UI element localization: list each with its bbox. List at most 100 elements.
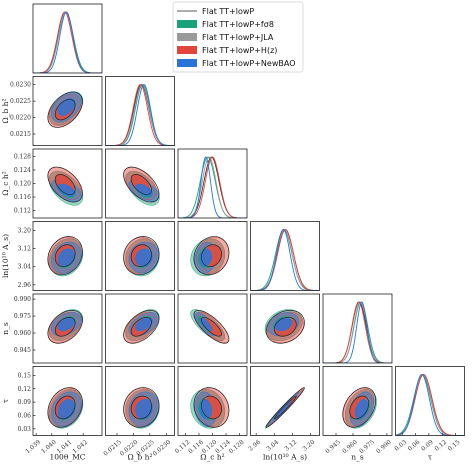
x-tick-label-tau: 0.09 (420, 439, 435, 453)
y-axis-label-ns: n_s (1, 322, 10, 335)
x-tick-label-tau: 0.15 (447, 439, 462, 453)
y-tick-label-ns: 0.945 (14, 347, 31, 354)
legend-label-1: Flat TT+lowP+fσ8 (202, 20, 274, 29)
contour-95-logA-omegac-series-0 (193, 236, 230, 276)
panel-logA-vs-theta: 2.96 3.04 3.12 3.20 ln(10¹⁰ A_s) (1, 221, 103, 291)
panel-omegab-vs-omegab (105, 76, 175, 146)
contour-68-ns-omegac-series-0 (201, 316, 222, 337)
x-tick-label-logA: 2.96 (247, 439, 262, 453)
contour-68-logA-omegab-series-0 (130, 244, 152, 268)
panel-frame (250, 293, 320, 364)
x-tick-label-omegac: 0.128 (228, 439, 246, 456)
y-tick-label-omegab: 0.0225 (10, 98, 31, 105)
x-tick-label-tau: 0.06 (407, 439, 422, 453)
panel-frame (32, 3, 103, 74)
legend-swatch-1 (177, 20, 197, 28)
contour-68-tau-omegac-series-4 (199, 399, 213, 420)
y-tick-label-omegab: 0.0220 (10, 115, 31, 122)
y-tick-label-logA: 3.12 (18, 246, 32, 253)
legend-frame (172, 1, 304, 73)
panel-frame (177, 148, 248, 219)
marginal-ns-series-2 (323, 301, 392, 363)
marginal-logA-series-0 (250, 229, 320, 291)
panel-ns-vs-omegab (105, 293, 175, 364)
contour-68-omegac-omegab-series-4 (135, 183, 153, 197)
legend-swatch-2 (177, 33, 197, 41)
contour-68-ns-omegab-series-0 (130, 316, 152, 337)
contour-68-tau-ns-series-4 (354, 399, 369, 420)
marginal-logA-series-3 (250, 229, 320, 291)
legend-swatch-4 (177, 59, 197, 67)
contour-68-tau-theta-series-4 (57, 399, 76, 420)
marginal-logA-series-4 (250, 228, 320, 291)
panel-frame (395, 366, 465, 436)
contour-95-ns-omegac-series-0 (193, 309, 230, 344)
marginal-ns-series-1 (323, 301, 392, 363)
legend-label-3: Flat TT+lowP+H(z) (202, 46, 277, 55)
x-axis-label-tau: τ (428, 453, 432, 462)
y-tick-label-omegab: 0.0215 (10, 131, 31, 138)
panel-frame (105, 221, 175, 291)
x-axis-label-logA: ln(10¹⁰ A_s) (263, 453, 307, 462)
marginal-theta-series-1 (33, 11, 102, 73)
y-tick-label-logA: 2.96 (18, 282, 32, 289)
contour-68-tau-omegab-series-0 (130, 395, 152, 420)
y-axis-label-omegac: Ω_c h² (1, 171, 10, 195)
panel-ns-vs-ns (322, 293, 393, 364)
legend-label-2: Flat TT+lowP+JLA (202, 33, 274, 42)
contour-95-ns-theta-series-0 (47, 309, 83, 344)
panel-frame (105, 366, 175, 436)
contour-68-logA-omegac-series-0 (201, 244, 222, 267)
contour-68-logA-theta-series-0 (54, 244, 76, 268)
panel-frame (322, 293, 393, 364)
contour-68-tau-omegab-series-4 (135, 399, 153, 420)
x-axis-label-omegab: Ω_b h² (128, 453, 153, 462)
x-tick-label-tau: 0.03 (393, 439, 408, 453)
y-tick-label-tau: 0.12 (18, 386, 32, 393)
y-axis-label-omegab: Ω_b h² (1, 99, 10, 124)
marginal-logA-series-2 (250, 229, 320, 291)
x-tick-label-logA: 3.04 (265, 439, 280, 453)
panel-frame (105, 293, 175, 364)
legend-swatch-3 (177, 46, 197, 54)
legend-label-4: Flat TT+lowP+NewBAO (202, 59, 296, 68)
panel-omegac-vs-omegab (105, 148, 175, 219)
contour-95-tau-theta-series-0 (47, 387, 83, 428)
panel-theta-vs-theta (32, 3, 103, 74)
x-tick-label-tau: 0.12 (433, 439, 448, 453)
panel-ns-vs-theta: 0.945 0.960 0.975 0.990 n_s (1, 293, 103, 364)
panel-frame (322, 366, 393, 436)
x-axis-label-ns: n_s (351, 453, 364, 462)
y-tick-label-omegac: 0.112 (14, 208, 31, 215)
contour-95-tau-ns-series-0 (342, 387, 377, 428)
contour-95-ns-logA-series-0 (265, 309, 305, 344)
y-tick-label-omegac: 0.128 (14, 153, 31, 160)
contour-95-omegac-omegab-series-0 (123, 166, 160, 203)
x-tick-label-theta: 1.039 (24, 439, 42, 456)
y-tick-label-ns: 0.990 (14, 296, 31, 303)
panel-omegac-vs-theta: 0.112 0.116 0.120 0.124 0.128 Ω_c h² (1, 148, 103, 219)
marginal-logA-series-1 (250, 229, 320, 291)
x-axis-label-theta: 100θ_MC (50, 453, 86, 462)
marginal-omegac-series-2 (178, 156, 247, 218)
legend-label-0: Flat TT+lowP (202, 7, 254, 16)
y-tick-label-logA: 3.04 (18, 264, 32, 271)
panel-ns-vs-logA (250, 293, 320, 364)
contour-68-omegac-theta-series-0 (54, 174, 76, 195)
panel-ns-vs-omegac (177, 293, 248, 364)
contour-68-tau-ns-series-0 (349, 395, 370, 420)
x-tick-label-ns: 0.990 (375, 439, 393, 456)
x-tick-label-logA: 3.20 (302, 439, 317, 453)
y-tick-label-tau: 0.15 (18, 372, 32, 379)
contour-68-tau-theta-series-0 (54, 395, 76, 420)
contour-95-tau-omegac-series-0 (193, 387, 230, 428)
panel-frame (105, 148, 175, 219)
panel-frame (32, 76, 103, 146)
y-axis-label-tau: τ (1, 399, 10, 403)
x-tick-label-ns: 0.945 (324, 439, 342, 456)
